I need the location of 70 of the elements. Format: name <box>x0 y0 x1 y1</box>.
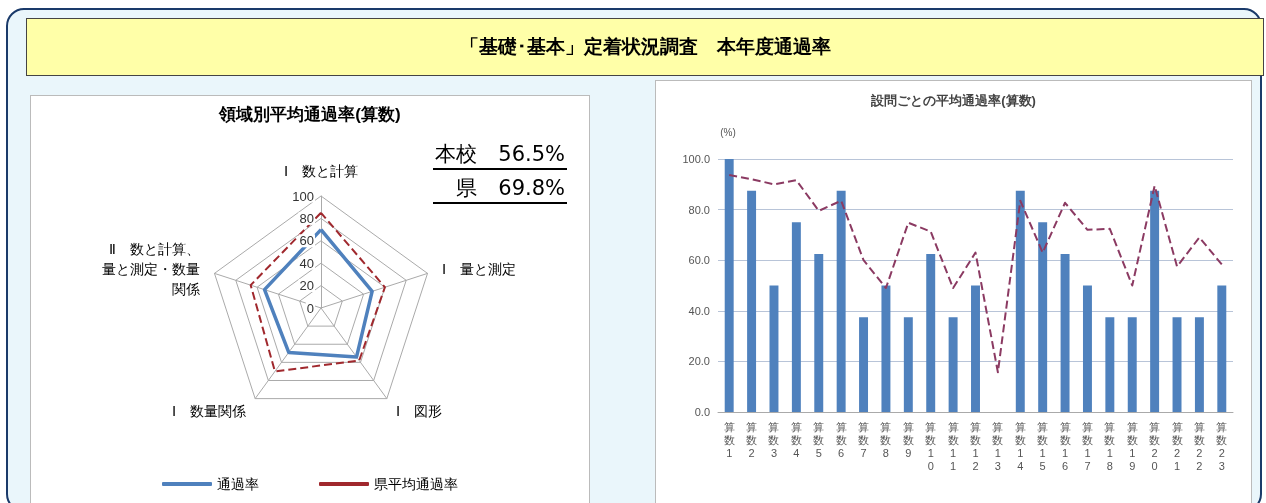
x-tick-label: 算数20 <box>1149 420 1161 472</box>
x-tick-label: 算数17 <box>1081 420 1093 472</box>
x-tick-label: 算数18 <box>1104 420 1116 472</box>
line-series <box>728 173 1223 374</box>
bar <box>1172 317 1182 412</box>
bar <box>791 222 801 412</box>
x-tick-label: 算数22 <box>1193 420 1205 472</box>
bar <box>903 317 913 412</box>
bar <box>1150 190 1160 412</box>
y-tick-label: 20 <box>299 278 314 294</box>
bar <box>724 159 734 412</box>
bar <box>1105 317 1115 412</box>
y-tick-label: 60 <box>299 233 314 249</box>
spoke-label: Ⅰ 図形 <box>395 402 442 419</box>
x-tick-label: 算数1 <box>723 420 735 459</box>
y-tick-label: 0 <box>306 300 314 316</box>
bar <box>747 190 757 412</box>
y-tick-label: 80 <box>299 210 314 226</box>
bar <box>1194 317 1204 412</box>
bar <box>1060 253 1070 412</box>
x-tick-label: 算数9 <box>902 420 914 459</box>
y-axis-title: (%) <box>720 126 736 138</box>
spoke-label: Ⅰ 数と計算 <box>284 163 358 179</box>
x-tick-label: 算数4 <box>790 420 802 459</box>
bar <box>948 317 958 412</box>
bar <box>971 285 980 412</box>
bar <box>836 190 846 412</box>
x-tick-label: 算数10 <box>925 420 937 472</box>
y-tick-label: 100 <box>292 188 314 204</box>
x-tick-label: 算数23 <box>1216 420 1228 472</box>
spoke-label: Ⅰ 数量関係 <box>172 402 247 419</box>
x-tick-label: 算数15 <box>1037 420 1049 472</box>
legend-label: 通過率 <box>217 476 259 492</box>
x-tick-label: 算数14 <box>1014 420 1026 472</box>
legend-label: 県平均通過率 <box>374 476 458 492</box>
x-tick-label: 算数3 <box>768 420 780 459</box>
x-tick-label: 算数7 <box>858 420 870 459</box>
y-tick-label: 20.0 <box>688 355 710 368</box>
y-tick-label: 80.0 <box>688 203 710 216</box>
bar <box>881 285 891 412</box>
text: 本校 56.5% <box>433 140 567 170</box>
x-tick-label: 算数6 <box>835 420 847 459</box>
spoke-label: Ⅰ 量と測定 <box>441 260 516 277</box>
chart-subtitle: 領域別平均通過率(算数) <box>218 105 401 124</box>
x-tick-label: 算数2 <box>746 420 758 459</box>
spoke-label: Ⅱ 数と計算、量と測定・数量関係 <box>102 240 201 297</box>
text: 「基礎･基本」定着状況調査 本年度通過率 <box>26 18 1264 76</box>
bar <box>1082 285 1092 412</box>
bar <box>1217 285 1227 412</box>
y-tick-label: 100.0 <box>682 153 710 165</box>
x-tick-label: 算数5 <box>813 420 825 459</box>
x-tick-label: 算数13 <box>992 420 1004 472</box>
y-tick-label: 0.0 <box>694 406 710 418</box>
bar <box>926 253 936 412</box>
y-tick-label: 40.0 <box>688 304 710 317</box>
y-tick-label: 40 <box>299 255 314 271</box>
x-tick-label: 算数19 <box>1126 420 1138 472</box>
bar <box>1015 190 1025 412</box>
x-tick-label: 算数12 <box>970 420 981 472</box>
x-tick-label: 算数8 <box>880 420 892 459</box>
y-tick-label: 60.0 <box>688 254 710 267</box>
x-tick-label: 算数21 <box>1171 420 1183 472</box>
bar <box>1038 222 1048 412</box>
text: 県 69.8% <box>433 174 567 204</box>
bar <box>859 317 869 412</box>
bar <box>814 253 824 412</box>
x-tick-label: 算数11 <box>947 420 959 472</box>
bar <box>1127 317 1137 412</box>
chart-title: 設問ごとの平均通過率(算数) <box>870 93 1036 108</box>
x-tick-label: 算数16 <box>1059 420 1071 472</box>
